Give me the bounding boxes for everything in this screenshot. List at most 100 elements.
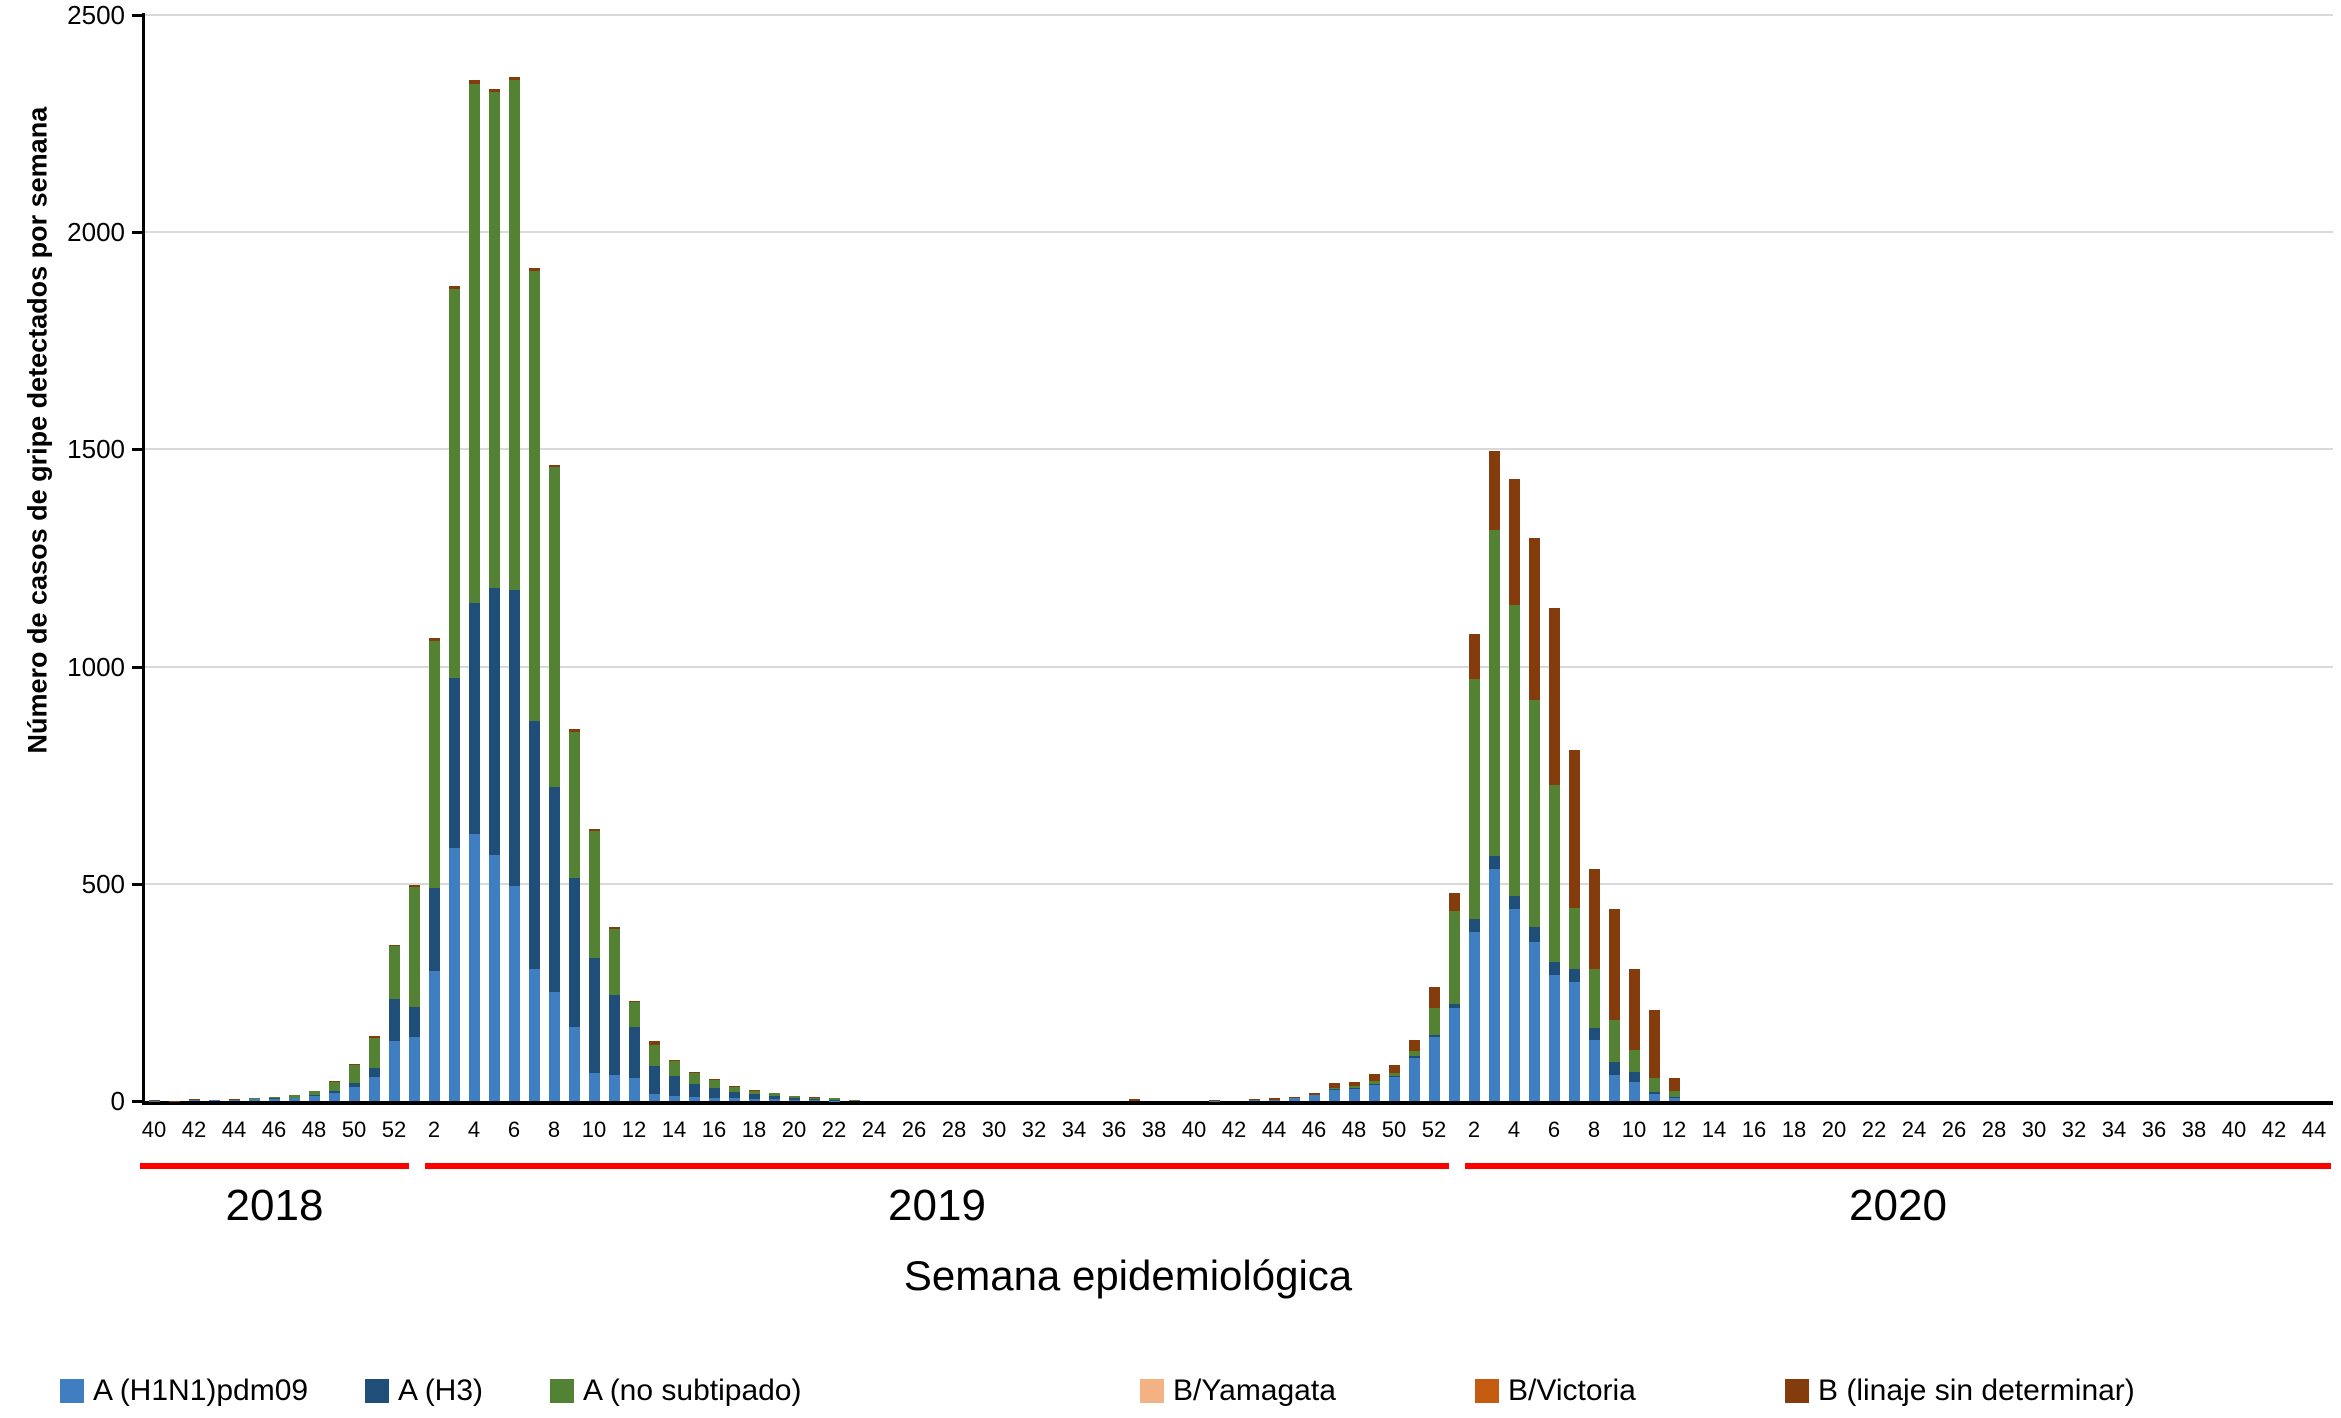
bar-segment-a_ns bbox=[1568, 907, 1580, 969]
bar-segment-h1n1 bbox=[268, 1098, 280, 1101]
gridline bbox=[145, 882, 2333, 885]
x-tick-label: 6 bbox=[1547, 1117, 1561, 1142]
bar-segment-h1n1 bbox=[288, 1097, 300, 1101]
bar-segment-h1n1 bbox=[328, 1093, 340, 1101]
legend-label-b_vic: B/Victoria bbox=[1508, 1374, 1636, 1407]
bar-segment-b_lin bbox=[148, 1099, 160, 1101]
bar-week-2019-4 bbox=[468, 80, 480, 1101]
x-tick-label: 34 bbox=[2101, 1117, 2127, 1142]
x-axis-line bbox=[142, 1101, 2333, 1105]
x-tick-label: 44 bbox=[1261, 1117, 1287, 1142]
y-tick-mark bbox=[132, 448, 145, 452]
bar-segment-h3 bbox=[388, 998, 400, 1042]
x-tick-label: 18 bbox=[1781, 1117, 1807, 1142]
x-tick-label: 26 bbox=[901, 1117, 927, 1142]
bar-week-2018-42 bbox=[188, 1099, 200, 1101]
x-tick-label: 22 bbox=[1861, 1117, 1887, 1142]
bar-segment-a_ns bbox=[388, 946, 400, 999]
bar-segment-a_ns bbox=[608, 929, 620, 996]
bar-segment-a_ns bbox=[1408, 1050, 1420, 1057]
x-tick-label: 22 bbox=[821, 1117, 847, 1142]
legend-label-h3: A (H3) bbox=[398, 1374, 484, 1407]
bar-segment-a_ns bbox=[508, 80, 520, 591]
x-tick-label: 2 bbox=[427, 1117, 441, 1142]
bar-segment-b_lin bbox=[228, 1098, 240, 1100]
bar-segment-h3 bbox=[1608, 1062, 1620, 1076]
x-tick-label: 8 bbox=[547, 1117, 561, 1142]
y-axis-line bbox=[142, 13, 145, 1105]
bar-segment-a_ns bbox=[1628, 1050, 1640, 1073]
x-tick-label: 32 bbox=[2061, 1117, 2087, 1142]
bar-segment-h3 bbox=[428, 888, 440, 971]
bar-week-2019-23 bbox=[848, 1099, 860, 1101]
bar-segment-h3 bbox=[1488, 856, 1500, 870]
bar-segment-a_ns bbox=[288, 1094, 300, 1098]
bar-segment-h3 bbox=[528, 720, 540, 969]
bar-segment-h3 bbox=[1448, 1004, 1460, 1008]
bar-segment-h3 bbox=[1628, 1072, 1640, 1082]
bar-segment-h3 bbox=[748, 1094, 760, 1099]
bar-segment-h3 bbox=[1468, 918, 1480, 933]
year-label-2020: 2020 bbox=[1849, 1181, 1947, 1230]
bar-segment-b_lin bbox=[1488, 450, 1500, 530]
bar-segment-a_ns bbox=[1608, 1019, 1620, 1063]
bar-segment-a_ns bbox=[368, 1038, 380, 1069]
bar-segment-h1n1 bbox=[1528, 942, 1540, 1101]
bar-segment-h1n1 bbox=[788, 1100, 800, 1101]
bar-segment-h1n1 bbox=[428, 970, 440, 1101]
x-tick-label: 48 bbox=[301, 1117, 327, 1142]
legend-label-h1n1: A (H1N1)pdm09 bbox=[93, 1374, 309, 1407]
bar-week-2019-49 bbox=[1368, 1073, 1380, 1101]
gridline bbox=[145, 231, 2333, 234]
bar-segment-h3 bbox=[548, 787, 560, 993]
gridline bbox=[145, 14, 2333, 16]
x-tick-label: 4 bbox=[467, 1117, 481, 1142]
bar-segment-h3 bbox=[488, 587, 500, 855]
bar-segment-a_ns bbox=[248, 1098, 260, 1100]
x-tick-label: 14 bbox=[661, 1117, 687, 1142]
bar-week-2018-52 bbox=[388, 944, 400, 1101]
bar-segment-a_ns bbox=[668, 1061, 680, 1077]
bar-week-2018-48 bbox=[308, 1090, 320, 1101]
x-tick-label: 42 bbox=[1221, 1117, 1247, 1142]
bar-segment-h1n1 bbox=[628, 1077, 640, 1101]
x-tick-label: 40 bbox=[1181, 1117, 1207, 1142]
bar-segment-h1n1 bbox=[668, 1095, 680, 1101]
x-tick-label: 48 bbox=[1341, 1117, 1367, 1142]
bar-week-2019-9 bbox=[568, 728, 580, 1101]
bar-segment-h1n1 bbox=[1628, 1081, 1640, 1101]
x-tick-label: 24 bbox=[1901, 1117, 1927, 1142]
y-tick-mark bbox=[132, 231, 145, 235]
bar-week-2019-13 bbox=[648, 1041, 660, 1101]
bar-segment-h3 bbox=[308, 1095, 320, 1097]
bar-week-2018-47 bbox=[288, 1094, 300, 1101]
bar-week-2020-10 bbox=[1628, 968, 1640, 1101]
x-tick-label: 46 bbox=[1301, 1117, 1327, 1142]
bar-segment-a_ns bbox=[708, 1080, 720, 1088]
legend-swatch-h1n1 bbox=[60, 1379, 84, 1403]
bar-segment-a_ns bbox=[448, 289, 460, 678]
bar-segment-b_lin bbox=[1368, 1073, 1380, 1082]
bar-segment-b_lin bbox=[1448, 892, 1460, 911]
bar-segment-h1n1 bbox=[1488, 869, 1500, 1101]
y-tick-mark bbox=[132, 1100, 145, 1103]
y-axis-title: Número de casos de gripe detectados por … bbox=[22, 106, 53, 754]
bar-segment-b_lin bbox=[388, 944, 400, 947]
bar-week-2019-43 bbox=[1248, 1099, 1260, 1101]
bar-segment-h1n1 bbox=[1668, 1098, 1680, 1101]
year-underline-2019 bbox=[425, 1163, 1449, 1169]
x-tick-label: 36 bbox=[1101, 1117, 1127, 1142]
legend-swatch-b_yam bbox=[1140, 1379, 1164, 1403]
y-tick-label: 0 bbox=[110, 1086, 125, 1116]
bar-week-2019-50 bbox=[1388, 1065, 1400, 1101]
bar-week-2018-51 bbox=[368, 1035, 380, 1101]
bar-segment-h3 bbox=[1568, 968, 1580, 982]
bar-segment-h1n1 bbox=[208, 1100, 220, 1101]
bar-segment-b_lin bbox=[348, 1064, 360, 1066]
bar-segment-h1n1 bbox=[528, 968, 540, 1101]
x-tick-label: 32 bbox=[1021, 1117, 1047, 1142]
bar-week-2020-4 bbox=[1508, 478, 1520, 1101]
bar-week-2018-50 bbox=[348, 1064, 360, 1101]
x-tick-label: 44 bbox=[221, 1117, 247, 1142]
